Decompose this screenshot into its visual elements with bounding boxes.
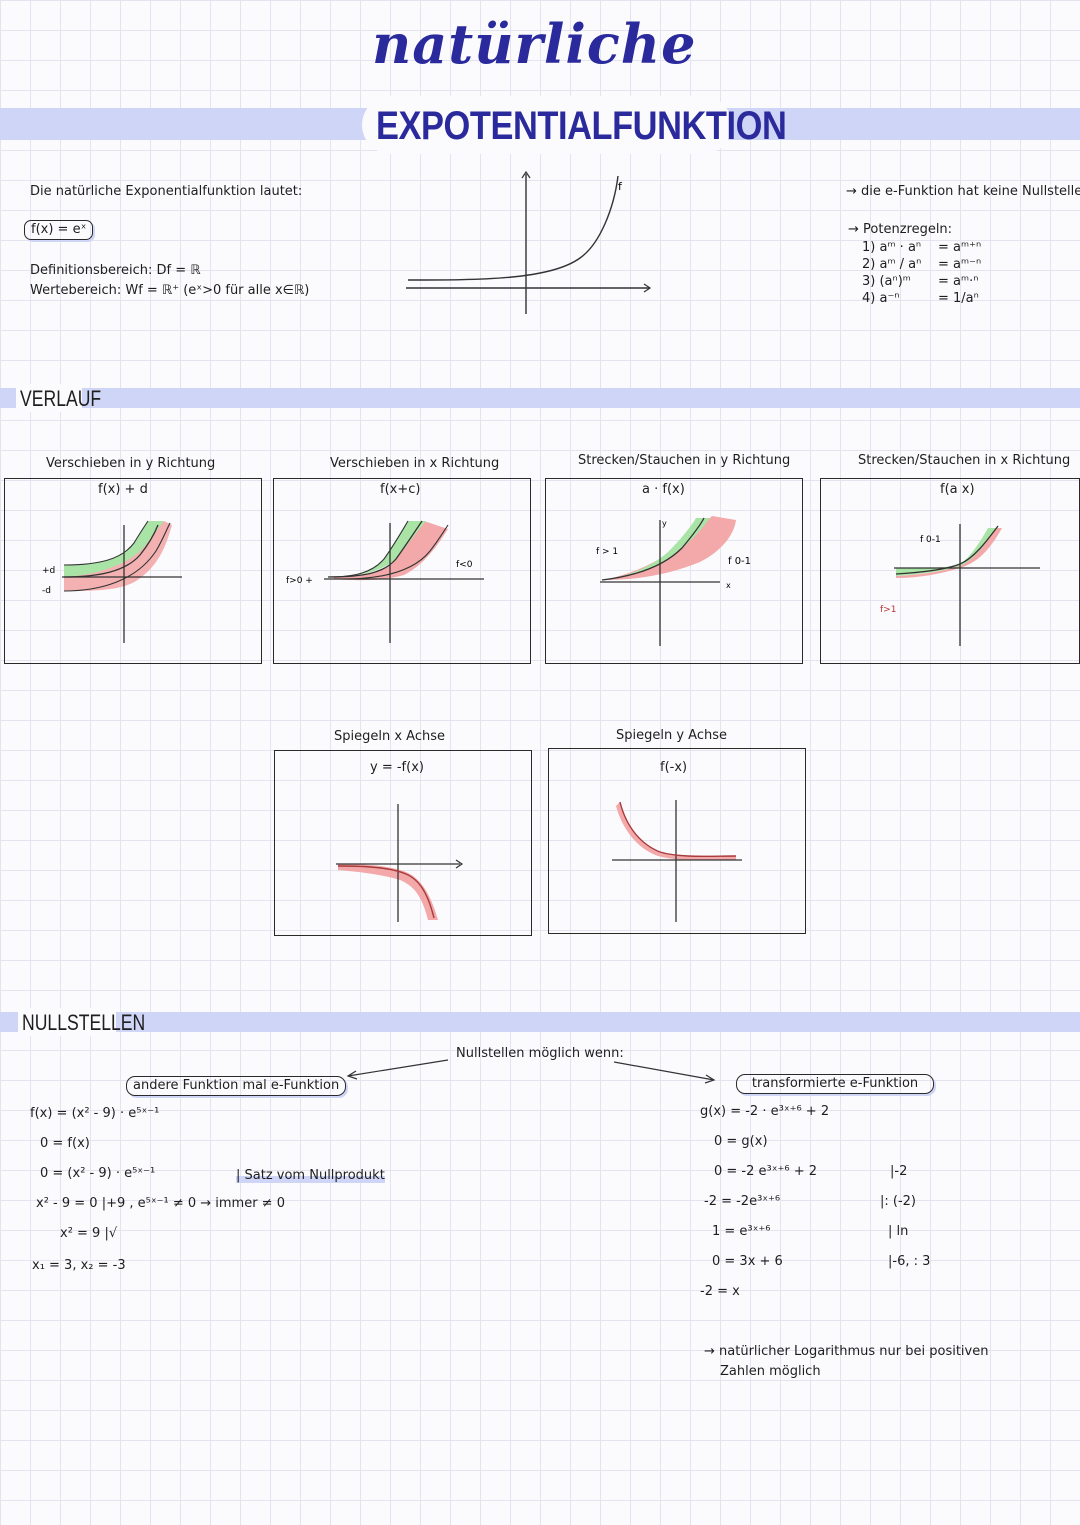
- log-note: → natürlicher Logarithmus nur bei positi…: [704, 1344, 989, 1359]
- panel-formula: y = -f(x): [370, 760, 424, 775]
- no-zeros-note: → die e-Funktion hat keine Nullstellen: [846, 184, 1080, 199]
- rules-list: 1) aᵐ · aⁿ = aᵐ⁺ⁿ 2) aᵐ / aⁿ = aᵐ⁻ⁿ 3) (aⁿ…: [862, 240, 1072, 308]
- intro-lead: Die natürliche Exponentialfunktion laute…: [30, 184, 303, 199]
- note-plus-d: +d: [42, 566, 55, 576]
- exp-graph: f: [406, 170, 652, 314]
- panel-mirror-y: [548, 748, 806, 934]
- verlauf-heading-plate: [16, 384, 82, 412]
- panel-mirror-x-graph: [336, 804, 464, 922]
- arrows: [346, 1059, 716, 1084]
- right-line: -2 = -2e³ˣ⁺⁶: [704, 1194, 781, 1209]
- title-script: natürliche: [372, 12, 697, 76]
- rule-rhs: = aᵐ·ⁿ: [938, 274, 979, 289]
- right-line: -2 = x: [700, 1284, 740, 1299]
- range-text: Wertebereich: Wf = ℝ⁺ (eˣ>0 für alle x∈ℝ…: [30, 283, 310, 298]
- nullstellen-band: [0, 1012, 1080, 1032]
- right-op: |-2: [890, 1164, 908, 1179]
- note-f-gt-0: f>0 +: [286, 576, 313, 586]
- satz-note: | Satz vom Nullprodukt: [236, 1168, 385, 1183]
- panel-stretch-y: [545, 478, 803, 664]
- note-f-0-1: f 0-1: [728, 556, 751, 567]
- left-method-pill: andere Funktion mal e-Funktion: [126, 1076, 347, 1096]
- rules-title: → Potenzregeln:: [848, 222, 953, 237]
- right-line: 0 = -2 e³ˣ⁺⁶ + 2: [714, 1164, 818, 1179]
- verlauf-heading: VERLAUF: [20, 386, 102, 411]
- panel-formula: f(x) + d: [98, 482, 148, 497]
- right-op: | ln: [888, 1224, 909, 1239]
- note-f-0-1-x: f 0-1: [920, 535, 941, 545]
- panel-shift-y-graph: +d -d: [42, 520, 182, 643]
- panel-formula: f(a x): [940, 482, 975, 497]
- panel-formula: a · f(x): [642, 482, 685, 497]
- note-f-gt-1: f > 1: [596, 547, 618, 557]
- panel-shift-x: [273, 478, 531, 664]
- nullstellen-center: Nullstellen möglich wenn:: [456, 1046, 624, 1061]
- right-op: |-6, : 3: [888, 1254, 931, 1269]
- panel-mirror-y-graph: [612, 800, 742, 922]
- panel-title: Strecken/Stauchen in x Richtung: [858, 453, 1071, 468]
- right-line: g(x) = -2 · e³ˣ⁺⁶ + 2: [700, 1104, 830, 1119]
- panel-title: Spiegeln y Achse: [616, 728, 727, 743]
- nullstellen-heading-plate: [18, 1008, 116, 1036]
- right-method-pill: transformierte e-Funktion: [736, 1074, 934, 1094]
- panel-formula: f(x+c): [380, 482, 421, 497]
- left-line: 0 = (x² - 9) · e⁵ˣ⁻¹: [40, 1166, 156, 1181]
- page-title: EXPOTENTIALFUNKTION: [376, 104, 787, 148]
- nullstellen-heading: NULLSTELLEN: [22, 1010, 146, 1035]
- right-line: 1 = e³ˣ⁺⁶: [712, 1224, 771, 1239]
- panel-shift-x-graph: f>0 + f<0: [286, 520, 484, 643]
- left-line: 0 = f(x): [40, 1136, 90, 1151]
- left-line: x² = 9 |√: [60, 1226, 118, 1241]
- rule-rhs: = aᵐ⁺ⁿ: [938, 240, 982, 255]
- formula-pill: f(x) = eˣ: [24, 220, 94, 240]
- panel-mirror-x: [274, 750, 532, 936]
- right-derivation: g(x) = -2 · e³ˣ⁺⁶ + 2 0 = g(x) 0 = -2 e³…: [700, 1104, 1000, 1314]
- note-f-gt-1-x: f>1: [880, 605, 896, 615]
- rule-lhs: 1) aᵐ · aⁿ: [862, 240, 922, 255]
- log-note-cont: Zahlen möglich: [720, 1364, 821, 1379]
- panel-formula: f(-x): [660, 760, 688, 775]
- rule-lhs: 3) (aⁿ)ᵐ: [862, 274, 911, 289]
- panel-title: Verschieben in x Richtung: [330, 456, 500, 471]
- note-minus-d: -d: [42, 586, 51, 596]
- left-line: f(x) = (x² - 9) · e⁵ˣ⁻¹: [30, 1106, 160, 1121]
- domain-text: Definitionsbereich: Df = ℝ: [30, 263, 201, 278]
- right-line: 0 = 3x + 6: [712, 1254, 783, 1269]
- title-plate: [362, 96, 732, 154]
- graph-label-f: f: [618, 180, 623, 193]
- panel-shift-y: [4, 478, 262, 664]
- left-line: x₁ = 3, x₂ = -3: [32, 1258, 126, 1273]
- rule-rhs: = 1/aⁿ: [938, 291, 979, 306]
- left-line: x² - 9 = 0 |+9 , e⁵ˣ⁻¹ ≠ 0 → immer ≠ 0: [36, 1196, 285, 1211]
- panel-stretch-y-graph: f > 1 f 0-1 x y: [596, 516, 751, 646]
- right-op: |: (-2): [880, 1194, 916, 1209]
- rule-rhs: = aᵐ⁻ⁿ: [938, 257, 982, 272]
- panel-title: Verschieben in y Richtung: [46, 456, 216, 471]
- verlauf-band: [0, 388, 1080, 408]
- rule-lhs: 2) aᵐ / aⁿ: [862, 257, 922, 272]
- rule-lhs: 4) a⁻ⁿ: [862, 291, 900, 306]
- note-x: x: [726, 581, 731, 590]
- panel-title: Spiegeln x Achse: [334, 729, 445, 744]
- right-line: 0 = g(x): [714, 1134, 768, 1149]
- note-y: y: [662, 519, 667, 528]
- panel-stretch-x-graph: f 0-1 f>1: [880, 524, 1040, 646]
- panel-title: Strecken/Stauchen in y Richtung: [578, 453, 791, 468]
- note-f-lt-0: f<0: [456, 560, 473, 570]
